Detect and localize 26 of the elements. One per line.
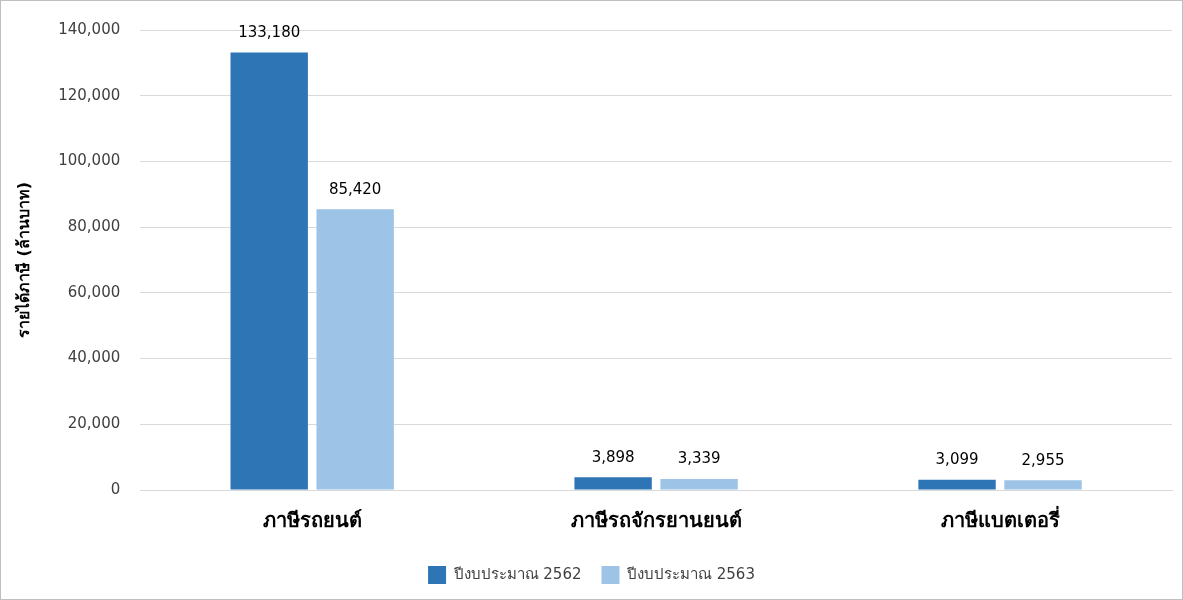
bar <box>918 479 996 490</box>
legend-label: ปีงบประมาณ 2563 <box>626 564 755 583</box>
bar <box>316 209 394 490</box>
data-label: 133,180 <box>238 22 301 41</box>
bar <box>230 52 308 490</box>
bar <box>1004 480 1082 490</box>
x-tick-label: ภาษีรถยนต์ <box>262 508 362 533</box>
x-tick-label: ภาษีรถจักรยานยนต์ <box>570 508 742 533</box>
y-tick-label: 100,000 <box>58 151 121 170</box>
y-tick-label: 0 <box>110 479 121 498</box>
y-tick-label: 80,000 <box>67 217 121 236</box>
data-label: 85,420 <box>328 179 382 198</box>
data-label: 2,955 <box>1021 450 1065 469</box>
x-tick-label: ภาษีแบตเตอรี่ <box>940 505 1060 533</box>
y-tick-label: 120,000 <box>58 85 121 104</box>
bar <box>660 479 738 490</box>
y-axis-title: รายได้ภาษี (ล้านบาท) <box>13 181 33 339</box>
bar <box>574 477 652 490</box>
y-tick-label: 140,000 <box>58 19 121 38</box>
data-label: 3,898 <box>591 447 635 466</box>
data-label: 3,339 <box>677 449 721 468</box>
y-tick-label: 60,000 <box>67 282 121 301</box>
data-label: 3,099 <box>935 450 979 469</box>
y-tick-label: 20,000 <box>67 414 121 433</box>
y-tick-label: 40,000 <box>67 348 121 367</box>
legend-label: ปีงบประมาณ 2562 <box>452 564 582 583</box>
